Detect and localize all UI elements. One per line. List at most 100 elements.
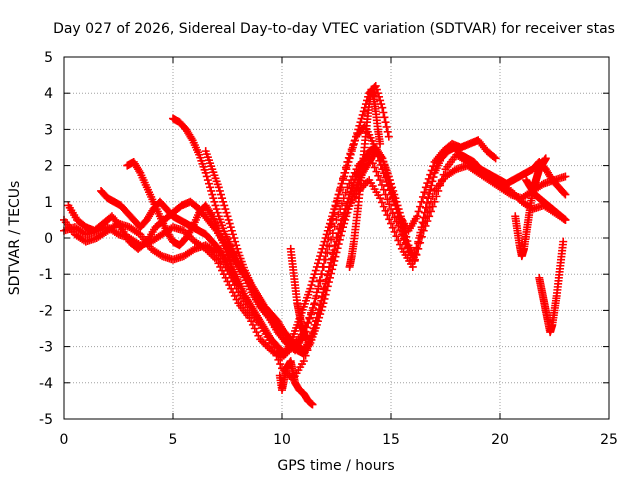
data-point (434, 186, 443, 195)
data-point (224, 215, 233, 224)
data-point (209, 194, 218, 203)
data-point (204, 179, 213, 188)
data-point (319, 288, 328, 297)
data-point (339, 212, 348, 221)
y-axis-title: SDTVAR / TECUs (7, 181, 23, 296)
y-tick-label: 1 (44, 195, 53, 211)
data-point (301, 335, 310, 344)
x-axis-title: GPS time / hours (277, 458, 394, 474)
y-tick-label: -2 (39, 303, 53, 319)
data-point (321, 279, 330, 288)
data-point (512, 192, 521, 201)
data-point (313, 309, 322, 318)
data-point (426, 207, 435, 216)
data-point (421, 203, 430, 212)
data-point (232, 295, 241, 304)
data-point (313, 259, 322, 268)
data-point (250, 324, 259, 333)
y-tick-label: -4 (39, 376, 53, 392)
data-point (395, 208, 404, 217)
x-tick-label: 5 (169, 432, 178, 448)
data-point (359, 107, 368, 116)
y-tick-label: -3 (39, 340, 53, 356)
data-point (220, 201, 229, 210)
data-point (156, 250, 165, 259)
data-point (387, 219, 395, 228)
data-point (376, 176, 385, 185)
data-point (389, 186, 398, 195)
data-point (334, 229, 343, 238)
y-tick-label: 3 (44, 122, 53, 138)
data-point (382, 122, 391, 131)
data-point (385, 200, 394, 209)
data-point (541, 154, 550, 163)
data-point (347, 147, 356, 156)
data-point (211, 201, 220, 210)
data-point (432, 192, 441, 201)
data-point (379, 202, 388, 211)
data-point (315, 255, 324, 264)
data-point (414, 239, 423, 248)
data-point (276, 360, 285, 369)
data-point (383, 127, 392, 136)
data-point (402, 232, 411, 241)
data-point (378, 103, 387, 112)
data-point (318, 292, 327, 301)
data-point (561, 215, 570, 224)
data-point (370, 163, 379, 172)
data-point (330, 246, 339, 255)
data-point (322, 230, 331, 239)
data-point (332, 237, 341, 246)
data-point (383, 195, 392, 204)
data-point (384, 172, 393, 181)
data-point (384, 132, 393, 141)
data-point (374, 171, 383, 180)
data-point (354, 125, 363, 134)
data-point (309, 324, 318, 333)
data-point (335, 224, 344, 233)
data-point (385, 215, 394, 224)
data-point (330, 205, 339, 214)
data-point (428, 202, 437, 211)
data-point (413, 212, 422, 221)
series-track-h (275, 357, 317, 409)
data-point (331, 241, 340, 250)
data-point (560, 189, 569, 198)
data-point (344, 157, 353, 166)
data-point (403, 237, 412, 246)
data-point (307, 310, 316, 319)
series-track-j (345, 85, 385, 271)
data-point (254, 331, 263, 340)
data-point (322, 275, 331, 284)
data-point (308, 400, 317, 409)
data-point (414, 207, 423, 216)
data-point (559, 237, 568, 246)
data-point (417, 223, 426, 232)
data-point (341, 168, 350, 177)
data-point (134, 229, 143, 238)
data-point (346, 150, 355, 159)
series-track-d (123, 81, 393, 358)
data-point (371, 81, 380, 90)
data-point (135, 167, 144, 176)
data-point (381, 118, 390, 127)
data-point (428, 177, 437, 186)
data-point (115, 221, 124, 230)
data-point (225, 219, 234, 228)
data-point (388, 223, 397, 232)
y-tick-labels: -5 -4 -3 -2 -1 0 1 2 3 4 5 (39, 50, 53, 428)
y-tick-label: 0 (44, 231, 53, 247)
data-point (332, 197, 341, 206)
series-track-k (511, 154, 550, 261)
y-tick-label: 5 (44, 50, 53, 66)
data-point (490, 153, 499, 162)
data-point (234, 281, 243, 290)
data-point (201, 168, 210, 177)
data-point (420, 208, 429, 217)
data-point (324, 223, 333, 232)
data-point (339, 176, 348, 185)
data-point (427, 181, 436, 190)
data-point (215, 186, 224, 195)
data-point (418, 218, 427, 227)
